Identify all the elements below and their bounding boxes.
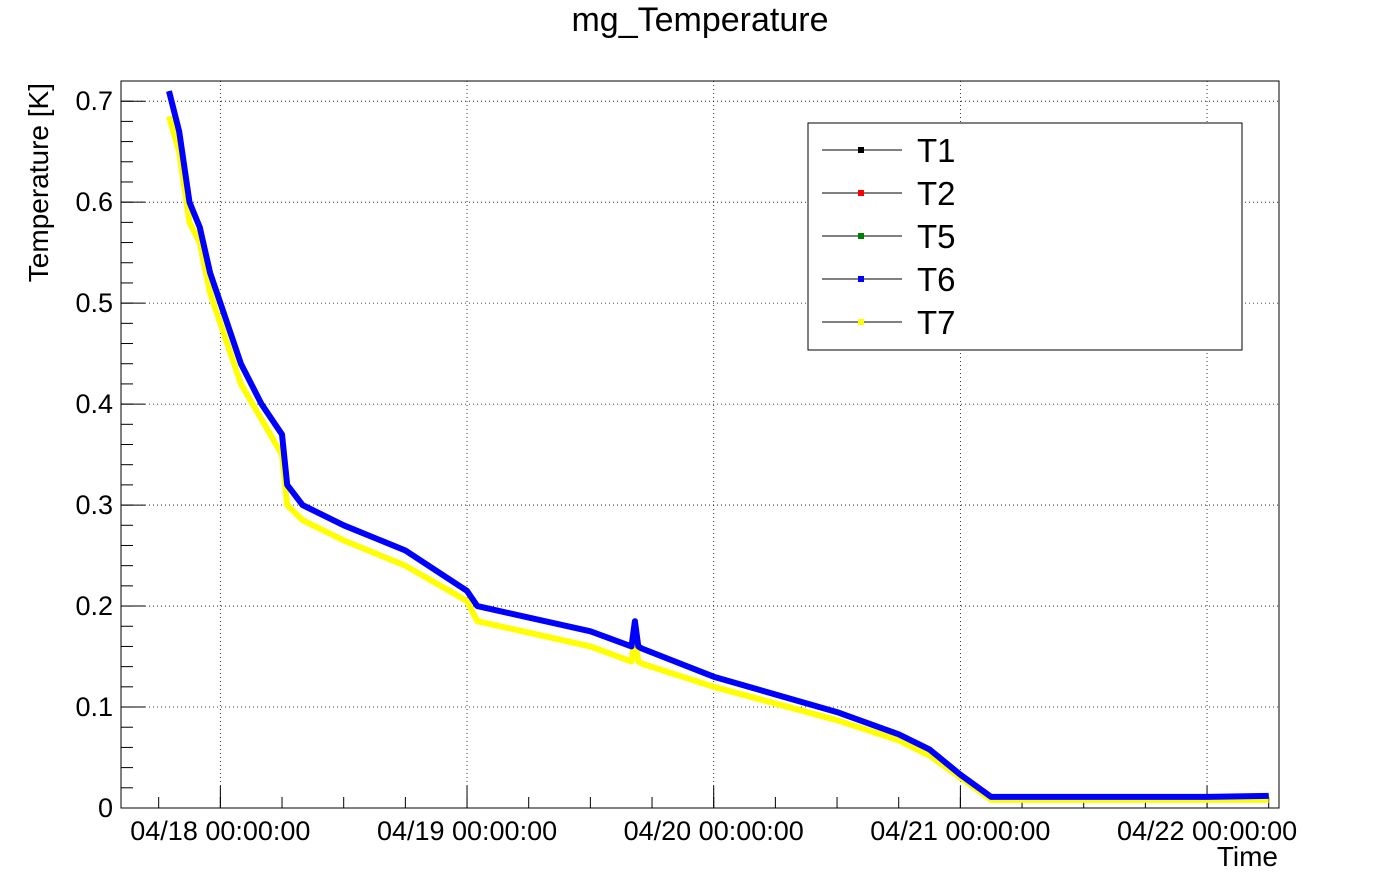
legend-label-t5: T5	[917, 218, 956, 255]
y-tick-label: 0.1	[75, 692, 113, 722]
y-tick-label: 0.3	[75, 490, 113, 520]
x-tick-label: 04/21 00:00:00	[870, 816, 1050, 846]
y-tick-label: 0.6	[75, 187, 113, 217]
series-layer	[166, 90, 1269, 803]
legend: T1 T2 T5 T6 T7	[807, 122, 1243, 351]
legend-marker-t2	[858, 190, 864, 196]
y-axis-label: Temperature [K]	[23, 83, 54, 282]
y-tick-label: 0	[98, 793, 113, 823]
y-tick-label: 0.4	[75, 389, 113, 419]
legend-label-t1: T1	[917, 132, 956, 169]
x-tick-label: 04/22 00:00:00	[1117, 816, 1297, 846]
y-tick-label: 0.5	[75, 288, 113, 318]
x-tick-label: 04/18 00:00:00	[130, 816, 310, 846]
series-line-t6	[166, 90, 1269, 800]
legend-marker-t5	[858, 233, 864, 239]
legend-marker-t6	[858, 276, 864, 282]
y-tick-label: 0.7	[75, 86, 113, 116]
legend-marker-t7	[858, 319, 864, 325]
axes: 0 0.1 0.2 0.3 0.4 0.5 0.6 0.7 04/18 00:00:00 04/1…	[75, 80, 1297, 846]
x-tick-label: 04/19 00:00:00	[377, 816, 557, 846]
legend-label-t7: T7	[917, 304, 956, 341]
x-axis-label: Time	[1217, 841, 1278, 872]
legend-label-t6: T6	[917, 261, 956, 298]
legend-label-t2: T2	[917, 175, 956, 212]
legend-marker-t1	[858, 147, 864, 153]
chart-title: mg_Temperature	[571, 1, 828, 39]
x-tick-label: 04/20 00:00:00	[624, 816, 804, 846]
y-tick-label: 0.2	[75, 591, 113, 621]
series-line-t7	[166, 115, 1269, 803]
